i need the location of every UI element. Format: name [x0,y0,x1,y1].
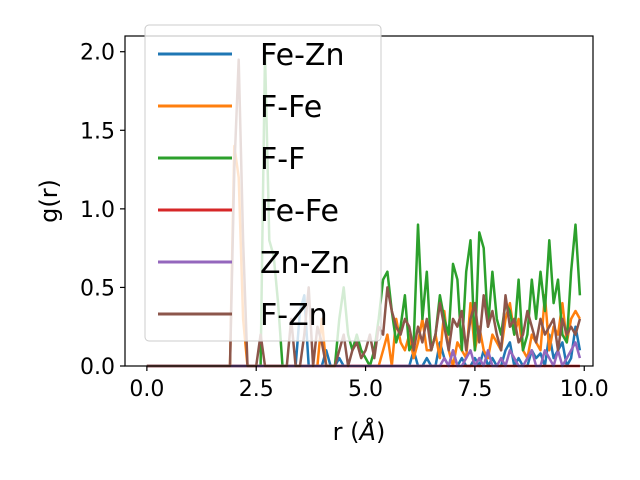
y-tick-label: 1.0 [80,198,115,223]
legend-item-f-zn: F-Zn [158,298,328,333]
legend-item-zn-zn: Zn-Zn [158,246,350,281]
y-tick-label: 0.0 [80,355,115,380]
x-tick-label: 5.0 [348,377,383,402]
x-tick-label: 2.5 [239,377,274,402]
legend-item-f-f: F-F [158,142,305,177]
x-tick-label: 10.0 [560,377,609,402]
legend-label: Fe-Zn [260,38,344,73]
x-tick-label: 7.5 [457,377,492,402]
x-axis-label: r (Å) [333,417,386,446]
legend-label: F-F [260,142,305,177]
legend: Fe-Zn F-Fe F-F Fe-Fe Zn-Zn F-Zn [144,24,382,342]
legend-label: F-Zn [260,298,328,333]
x-tick-label: 0.0 [129,377,164,402]
legend-label: Fe-Fe [260,194,339,229]
legend-item-f-fe: F-Fe [158,90,322,125]
legend-label: F-Fe [260,90,322,125]
y-tick-label: 2.0 [80,41,115,66]
x-ticks: 0.0 2.5 5.0 7.5 10.0 [129,366,609,402]
y-tick-label: 1.5 [80,119,115,144]
legend-item-fe-fe: Fe-Fe [158,194,339,229]
y-tick-label: 0.5 [80,276,115,301]
y-axis-label: g(r) [35,179,63,223]
legend-item-fe-zn: Fe-Zn [158,38,344,73]
y-ticks: 0.0 0.5 1.0 1.5 2.0 [80,41,125,380]
legend-label: Zn-Zn [260,246,350,281]
